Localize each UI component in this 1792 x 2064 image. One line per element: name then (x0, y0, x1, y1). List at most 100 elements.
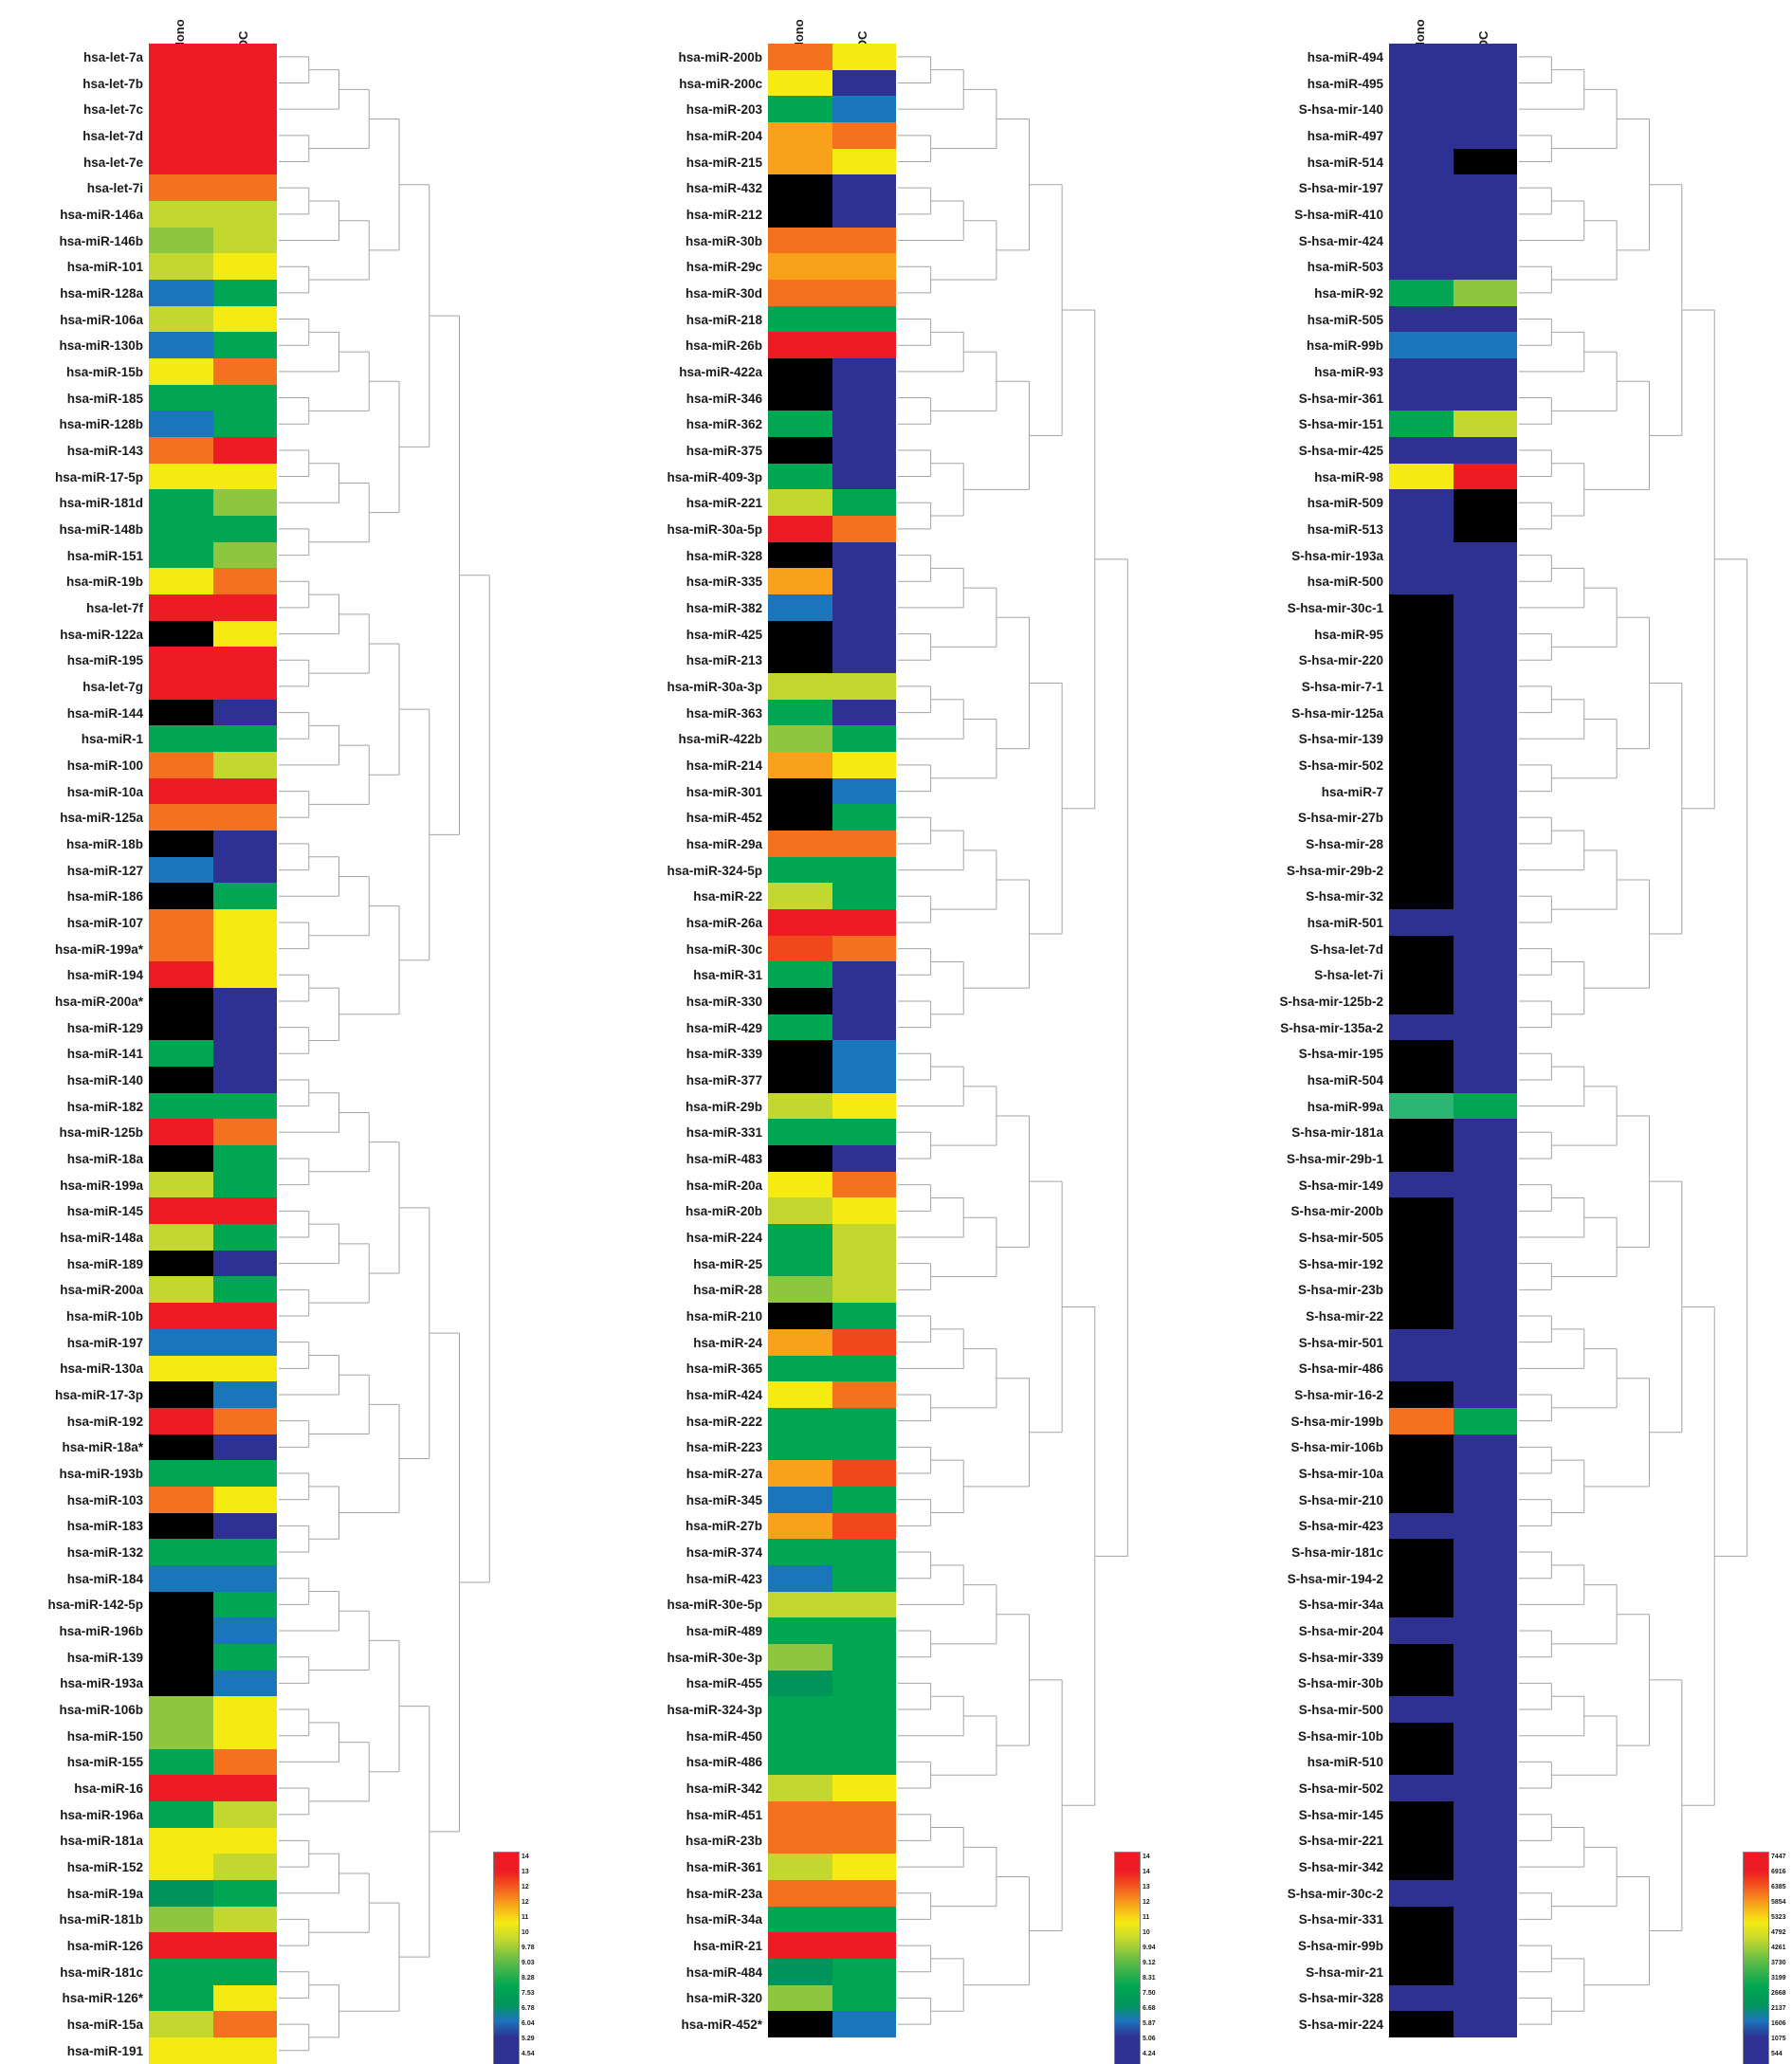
row-label: S-hsa-let-7i (1314, 968, 1383, 983)
heatmap-cell (1389, 1748, 1454, 1776)
row-label: hsa-miR-125a (60, 811, 143, 826)
heatmap-cell (149, 437, 213, 465)
row-label: S-hsa-mir-29b-1 (1286, 1151, 1383, 1166)
heatmap-cell (149, 411, 213, 438)
heatmap-cell (149, 1067, 213, 1094)
heatmap-cell (149, 1014, 213, 1041)
heatmap-cell (1389, 935, 1454, 962)
heatmap-cell (1389, 516, 1454, 543)
heatmap-cell (1453, 1748, 1517, 1776)
heatmap-cell (149, 856, 213, 884)
row-label: S-hsa-let-7d (1309, 941, 1383, 957)
row-label: hsa-miR-10b (65, 1308, 143, 1324)
legend-tick-label: 14 (1143, 1869, 1150, 1875)
legend-tick-label: 13 (521, 1869, 529, 1875)
heatmap-cell (832, 961, 896, 989)
row-label: hsa-miR-184 (66, 1571, 143, 1586)
heatmap-cell (1389, 1040, 1454, 1068)
heatmap-cell (212, 594, 277, 622)
heatmap-cell (832, 883, 896, 910)
row-label: hsa-miR-24 (693, 1335, 762, 1350)
heatmap-cell (212, 122, 277, 150)
legend-gradient-bar (1743, 1852, 1769, 2064)
row-label: hsa-miR-183 (66, 1519, 143, 1534)
heatmap-cell (212, 1040, 277, 1068)
heatmap-cell (768, 201, 832, 228)
row-label: hsa-miR-15a (66, 2018, 143, 2033)
heatmap-cell (149, 1407, 213, 1434)
heatmap-cell (149, 1879, 213, 1908)
heatmap-cell (212, 1879, 277, 1908)
heatmap-cell (768, 777, 832, 805)
heatmap-cell (212, 2011, 277, 2038)
heatmap-cell (1389, 961, 1454, 989)
heatmap-cell (1389, 2011, 1454, 2038)
row-label: hsa-miR-455 (686, 1676, 762, 1691)
heatmap-cell (1453, 1328, 1517, 1356)
row-label: hsa-miR-213 (686, 653, 762, 668)
legend-tick-label: 544 (1771, 2051, 1783, 2057)
heatmap-cell (149, 1303, 213, 1330)
legend-tick-label: 12 (1143, 1899, 1150, 1906)
heatmap-cell (149, 1381, 213, 1409)
legend-tick-label: 9.12 (1143, 1960, 1156, 1966)
row-label: hsa-miR-122a (60, 627, 143, 642)
heatmap-cell (768, 358, 832, 386)
heatmap-cell (149, 541, 213, 569)
legend-tick-label: 12 (521, 1884, 529, 1890)
heatmap-cell (832, 489, 896, 517)
heatmap-cell (1389, 463, 1454, 490)
row-label: hsa-miR-500 (1307, 575, 1383, 590)
row-label: hsa-miR-346 (686, 391, 762, 406)
heatmap-cell (1389, 568, 1454, 595)
row-label: S-hsa-mir-140 (1298, 102, 1383, 118)
heatmap-cell (768, 1827, 832, 1854)
row-label: hsa-miR-26a (686, 915, 762, 930)
heatmap-cell (212, 437, 277, 465)
heatmap-cell (1453, 253, 1517, 281)
heatmap-cell (1453, 463, 1517, 490)
row-label: hsa-miR-223 (686, 1440, 762, 1455)
row-label: hsa-miR-215 (686, 155, 762, 170)
row-label: hsa-miR-95 (1314, 627, 1383, 642)
row-label: hsa-miR-25 (693, 1256, 762, 1271)
heatmap-cell (1453, 647, 1517, 674)
heatmap-cell (768, 489, 832, 517)
heatmap-cell (1453, 961, 1517, 989)
heatmap-cell (768, 148, 832, 175)
heatmap-cell (768, 961, 832, 989)
heatmap-cell (149, 1958, 213, 1986)
heatmap-cell (1453, 804, 1517, 831)
heatmap-cell (832, 437, 896, 465)
heatmap-cell (1389, 148, 1454, 175)
row-label: hsa-miR-483 (686, 1151, 762, 1166)
heatmap-cell (1389, 699, 1454, 726)
legend-tick-label: 2668 (1771, 1990, 1786, 1997)
heatmap-cell (1453, 856, 1517, 884)
heatmap-cell (832, 148, 896, 175)
heatmap-cell (1453, 1827, 1517, 1854)
legend-tick-label: 2137 (1771, 2005, 1786, 2012)
heatmap-cell (768, 1906, 832, 1933)
heatmap-cell (768, 1460, 832, 1488)
row-label: hsa-miR-101 (66, 260, 143, 275)
heatmap-cell (149, 777, 213, 805)
heatmap-cell (1389, 1486, 1454, 1513)
heatmap-cell (212, 1197, 277, 1225)
row-label: hsa-miR-186 (66, 889, 143, 904)
heatmap-cell (1389, 1328, 1454, 1356)
row-label: S-hsa-mir-181c (1291, 1545, 1383, 1561)
legend-tick-label: 10 (1143, 1929, 1150, 1936)
heatmap-cell (768, 883, 832, 910)
heatmap-cell (768, 174, 832, 202)
row-label: S-hsa-mir-194-2 (1287, 1571, 1383, 1586)
heatmap-cell (832, 1014, 896, 1041)
heatmap-cell (212, 280, 277, 307)
row-label: hsa-miR-503 (1307, 260, 1383, 275)
legend-tick-label: 5323 (1771, 1914, 1786, 1921)
heatmap-cell (212, 1564, 277, 1593)
heatmap-cell (1453, 1984, 1517, 2012)
heatmap-cell (212, 1539, 277, 1566)
heatmap-cell (1453, 725, 1517, 753)
